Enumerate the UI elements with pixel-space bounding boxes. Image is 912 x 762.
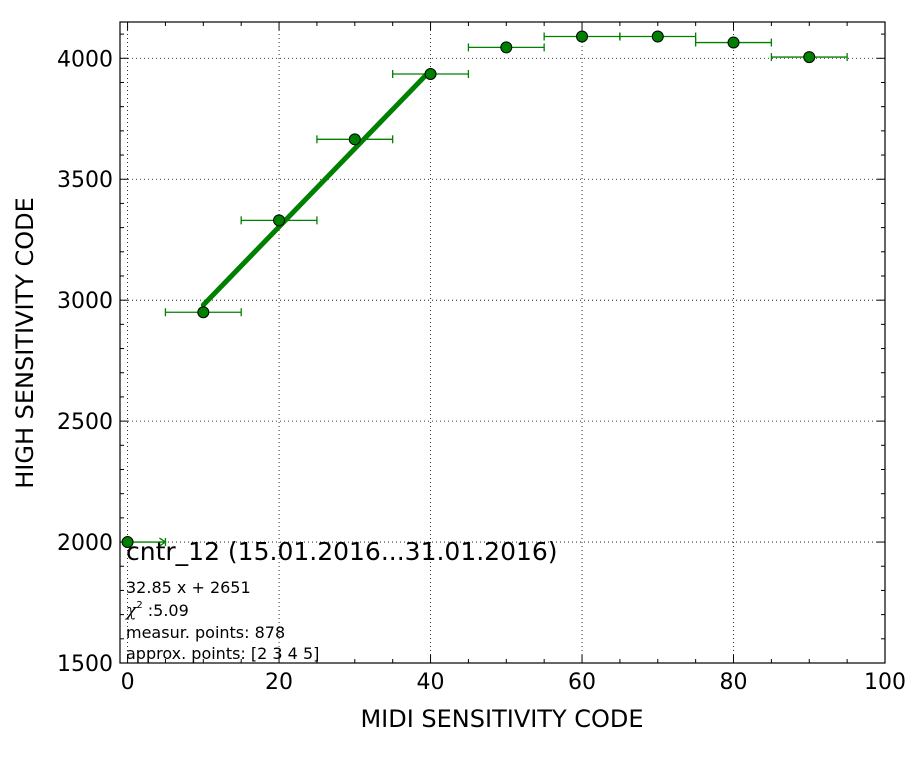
minor-ticks — [120, 22, 885, 663]
x-tick-label: 60 — [568, 670, 596, 695]
data-point — [197, 306, 210, 319]
x-tick-label: 0 — [121, 670, 135, 695]
x-tick-label: 100 — [864, 670, 906, 695]
x-axis-title: MIDI SENSITIVITY CODE — [360, 705, 643, 733]
y-tick-label: 2500 — [57, 410, 113, 435]
plot-frame — [119, 21, 886, 664]
data-point — [273, 214, 286, 227]
data-point — [727, 36, 740, 49]
chi2-superscript: 2 — [136, 600, 142, 611]
x-tick-labels: 0 20 40 60 80 100 — [121, 670, 906, 695]
annotation-title: cntr_12 (15.01.2016...31.01.2016) — [126, 537, 558, 566]
x-tick-label: 80 — [720, 670, 748, 695]
fit-line — [200, 67, 434, 308]
y-axis-title: HIGH SENSITIVITY CODE — [11, 197, 39, 489]
data-point — [424, 68, 437, 81]
chi2-value: :5.09 — [143, 601, 189, 620]
annotation-measured-points: measur. points: 878 — [126, 623, 285, 642]
plot-area — [120, 22, 885, 663]
annotation-approx-points: approx. points: [2 3 4 5] — [126, 644, 319, 663]
grid — [120, 22, 885, 663]
x-tick-label: 40 — [417, 670, 445, 695]
fit-line-group — [200, 67, 434, 308]
y-tick-label: 3500 — [57, 168, 113, 193]
annotation-chi2: χ2 :5.09 — [125, 600, 189, 621]
y-tick-label: 4000 — [57, 47, 113, 72]
annotation-box: cntr_12 (15.01.2016...31.01.2016) 32.85 … — [125, 537, 558, 663]
data-point — [651, 30, 664, 43]
y-tick-labels: 1500 2000 2500 3000 3500 4000 — [57, 47, 113, 677]
data-point — [500, 41, 513, 54]
y-tick-label: 2000 — [57, 531, 113, 556]
data-point — [576, 30, 589, 43]
data-point — [803, 51, 816, 64]
markers — [121, 30, 816, 549]
data-point — [348, 133, 361, 146]
chi2-symbol: χ — [125, 601, 138, 621]
error-bar-arrow — [159, 537, 167, 547]
annotation-equation: 32.85 x + 2651 — [126, 578, 251, 597]
data-point — [121, 536, 134, 549]
y-tick-label: 3000 — [57, 289, 113, 314]
y-tick-label: 1500 — [57, 652, 113, 677]
x-tick-label: 20 — [265, 670, 293, 695]
